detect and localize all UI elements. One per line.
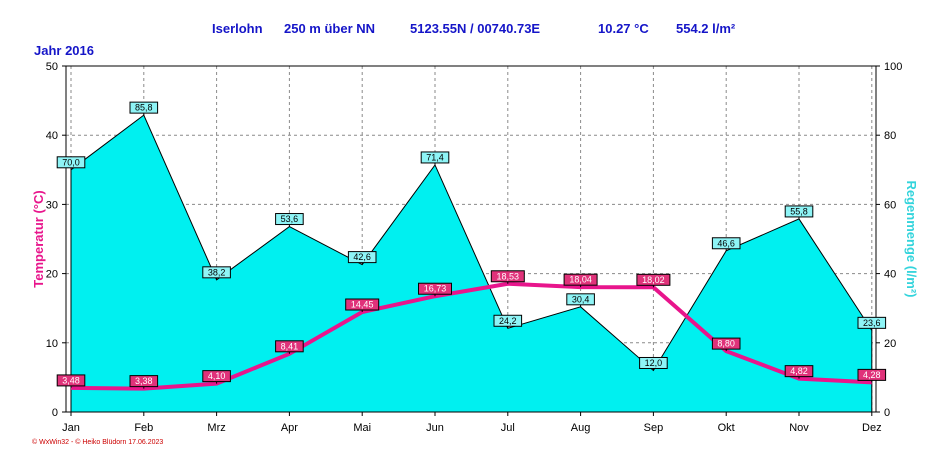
temp-label-box: [202, 370, 231, 383]
rain-label-box: [784, 205, 814, 218]
left-axis-title: Temperatur (°C): [31, 190, 46, 287]
temp-label-box: [275, 340, 304, 353]
temperature-line-layer: [70, 281, 872, 391]
x-tick-label: Jun: [426, 422, 444, 434]
right-axis-title: Regenmenge (l/m²): [904, 180, 919, 297]
x-tick-label: Dez: [862, 422, 882, 434]
temp-data-label: 18,02: [642, 275, 665, 285]
rain-data-label: 55,8: [790, 206, 808, 216]
rain-data-label: 23,6: [863, 318, 881, 328]
station-altitude: 250 m über NN: [284, 21, 375, 36]
left-tick-label: 30: [46, 199, 58, 211]
rain-data-label: 30,4: [572, 294, 590, 304]
x-tick-label: Mrz: [207, 422, 225, 434]
right-tick-label: 60: [884, 199, 896, 211]
temp-label-box: [711, 337, 741, 350]
rain-data-label: 12,0: [645, 358, 663, 368]
temp-label-box: [418, 282, 452, 295]
data-labels-layer: 70,0 85,8 38,2 53,6 42,6 71,4 24,2 30,4 12,0 46,6…: [56, 101, 887, 389]
rain-data-label: 71,4: [426, 152, 444, 162]
station-coordinates: 5123.55N / 00740.73E: [410, 21, 540, 36]
year-label: Jahr 2016: [34, 43, 94, 58]
right-tick-label: 40: [884, 269, 896, 281]
x-tick-label: Nov: [789, 422, 809, 434]
temp-data-label: 18,53: [497, 271, 520, 281]
tick-labels-layer: 0 10 20 30 40 50 0 20 40 60 80 100 Jan Feb Mrz Apr Mai Ju…: [46, 61, 903, 434]
x-tick-label: Okt: [718, 422, 735, 434]
temp-label-box: [56, 374, 86, 387]
plot-border: [65, 65, 877, 413]
rain-data-label: 38,2: [208, 267, 226, 277]
plot-frame-layer: [62, 65, 880, 416]
right-tick-label: 20: [884, 338, 896, 350]
temp-label-box: [857, 368, 887, 381]
rain-label-box: [202, 266, 231, 279]
right-tick-label: 0: [884, 407, 890, 419]
rain-data-label: 42,6: [353, 252, 371, 262]
rain-data-label: 46,6: [717, 238, 735, 248]
temp-data-label: 3,38: [135, 376, 153, 386]
rain-data-label: 53,6: [281, 214, 299, 224]
rain-label-box: [711, 237, 741, 250]
rain-data-label: 70,0: [62, 157, 80, 167]
temp-data-label: 8,80: [717, 339, 735, 349]
rain-area-layer: [70, 114, 873, 413]
temp-data-label: 4,28: [863, 370, 881, 380]
rain-label-box: [420, 151, 450, 164]
left-tick-label: 40: [46, 130, 58, 142]
rain-data-label: 24,2: [499, 316, 517, 326]
temp-label-box: [784, 365, 814, 378]
left-tick-label: 20: [46, 269, 58, 281]
temp-data-label: 14,45: [351, 300, 374, 310]
right-tick-label: 80: [884, 130, 896, 142]
rain-label-box: [639, 356, 668, 369]
temp-label-box: [490, 270, 525, 283]
temp-data-label: 4,10: [208, 371, 226, 381]
copyright-footer: © WxWin32 - © Heiko Blüdorn 17.06.2023: [32, 438, 163, 446]
temp-data-label: 8,41: [281, 341, 299, 351]
temp-label-box: [129, 375, 159, 388]
left-tick-label: 50: [46, 61, 58, 73]
rain-label-box: [275, 213, 304, 226]
x-tick-label: Mai: [353, 422, 371, 434]
temp-data-label: 3,48: [62, 375, 80, 385]
temp-data-label: 16,73: [424, 284, 447, 294]
rain-label-box: [493, 314, 523, 327]
rain-label-box: [347, 251, 377, 264]
x-tick-label: Sep: [644, 422, 664, 434]
rain-area: [70, 114, 873, 413]
x-tick-label: Jan: [62, 422, 80, 434]
temp-data-label: 4,82: [790, 366, 808, 376]
x-tick-label: Apr: [281, 422, 298, 434]
rain-label-box: [129, 101, 159, 114]
rain-data-label: 85,8: [135, 103, 153, 113]
mean-temperature: 10.27 °C: [598, 21, 649, 36]
temp-label-box: [563, 273, 598, 286]
left-tick-label: 0: [52, 407, 58, 419]
temperature-line: [70, 281, 872, 391]
rain-label-box: [56, 156, 86, 169]
x-tick-label: Jul: [501, 422, 515, 434]
temp-label-box: [345, 298, 380, 311]
temp-label-box: [636, 273, 671, 286]
x-tick-label: Aug: [571, 422, 591, 434]
station-name: Iserlohn: [212, 21, 263, 36]
total-rainfall: 554.2 l/m²: [676, 21, 736, 36]
right-tick-label: 100: [884, 61, 902, 73]
left-tick-label: 10: [46, 338, 58, 350]
rain-label-box: [566, 293, 595, 306]
x-tick-label: Feb: [134, 422, 153, 434]
rain-label-box: [857, 316, 887, 329]
temp-data-label: 18,04: [569, 275, 592, 285]
